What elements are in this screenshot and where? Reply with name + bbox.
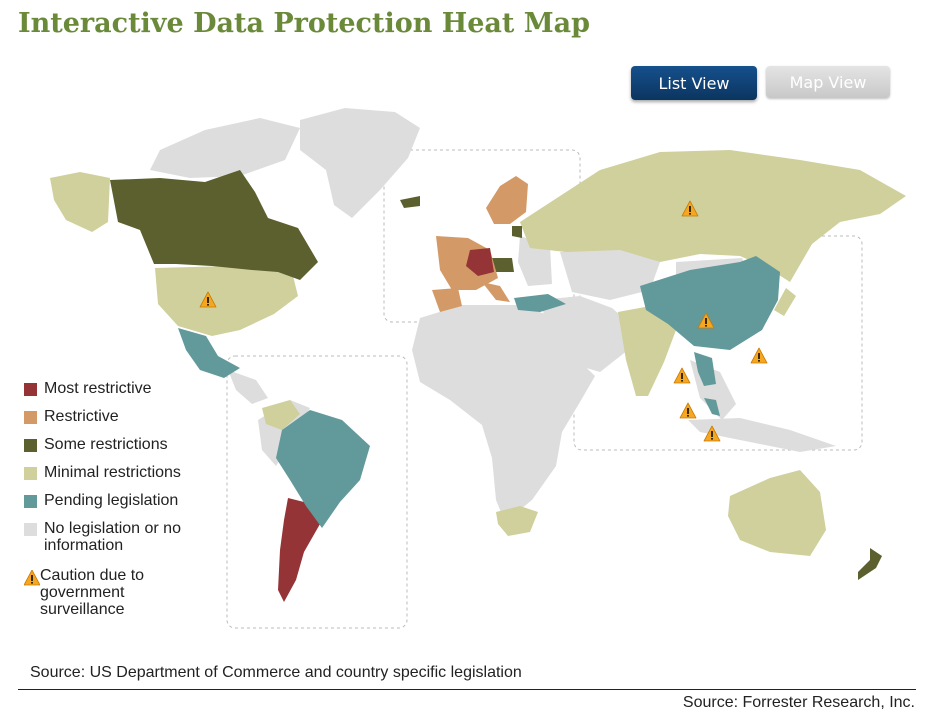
region-italy-balkans[interactable] <box>482 282 510 302</box>
region-alaska[interactable] <box>50 172 110 232</box>
legend-label: Restrictive <box>44 408 119 425</box>
list-view-button[interactable]: List View <box>631 66 757 100</box>
region-canada[interactable] <box>110 170 318 280</box>
region-central-america[interactable] <box>228 370 268 404</box>
legend-label: Most restrictive <box>44 380 152 397</box>
region-arctic-canada[interactable] <box>150 118 300 178</box>
caution-icon-taiwan[interactable] <box>750 347 768 364</box>
region-baltics[interactable] <box>512 226 522 238</box>
region-czech-poland[interactable] <box>492 258 514 272</box>
region-malaysia[interactable] <box>704 398 720 416</box>
region-iberia[interactable] <box>432 288 462 312</box>
region-argentina[interactable] <box>278 498 320 602</box>
caution-icon-thailand[interactable] <box>673 367 691 384</box>
legend-label: Minimal restrictions <box>44 464 181 481</box>
page-title: Interactive Data Protection Heat Map <box>18 8 591 39</box>
world-map <box>50 108 906 629</box>
region-colombia-venezuela[interactable] <box>262 400 300 430</box>
region-africa[interactable] <box>412 305 595 522</box>
region-central-asia[interactable] <box>560 248 660 300</box>
region-south-africa[interactable] <box>496 506 538 536</box>
region-mexico[interactable] <box>178 328 240 378</box>
region-india[interactable] <box>618 306 676 396</box>
swatch-some-restrictions <box>24 439 37 452</box>
region-china[interactable] <box>640 256 780 350</box>
region-iceland[interactable] <box>400 196 420 208</box>
legend-label: Some restrictions <box>44 436 168 453</box>
legend-label: Pending legislation <box>44 492 179 509</box>
region-thailand-vietnam[interactable] <box>694 352 716 386</box>
region-germany[interactable] <box>466 248 494 276</box>
region-australia[interactable] <box>728 470 826 556</box>
map-view-button[interactable]: Map View <box>766 66 890 98</box>
warning-triangle-icon <box>24 570 40 586</box>
swatch-no-legislation <box>24 523 37 536</box>
swatch-restrictive <box>24 411 37 424</box>
legend-label: Caution due to government surveillance <box>40 567 145 618</box>
swatch-most-restrictive <box>24 383 37 396</box>
region-greenland[interactable] <box>300 108 420 218</box>
caution-icon-malaysia[interactable] <box>679 402 697 419</box>
region-japan[interactable] <box>774 288 796 316</box>
region-middle-east[interactable] <box>540 296 640 372</box>
region-russia[interactable] <box>520 150 906 282</box>
region-new-zealand[interactable] <box>858 548 882 580</box>
source-credit: Source: Forrester Research, Inc. <box>682 694 915 711</box>
swatch-pending-legislation <box>24 495 37 508</box>
legend-label: No legislation or no information <box>44 520 181 554</box>
region-indonesia[interactable] <box>688 418 836 452</box>
region-united-states[interactable] <box>155 266 298 336</box>
swatch-minimal-restrictions <box>24 467 37 480</box>
divider <box>18 689 916 690</box>
region-nordics[interactable] <box>486 176 528 224</box>
region-turkey[interactable] <box>514 294 566 312</box>
region-brazil[interactable] <box>276 410 370 528</box>
source-note: Source: US Department of Commerce and co… <box>30 664 522 681</box>
